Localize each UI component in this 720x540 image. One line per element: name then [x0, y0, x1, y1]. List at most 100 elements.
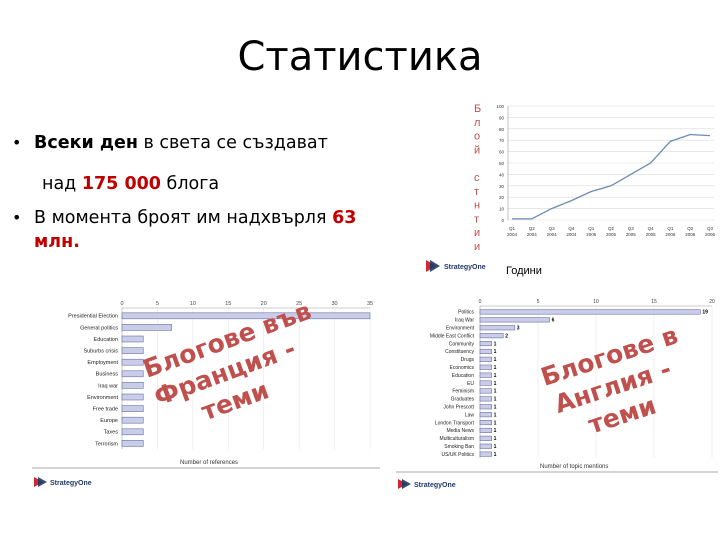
bar [479, 333, 504, 339]
category-label: Europe [100, 418, 118, 424]
category-label: Graduates [451, 397, 475, 403]
bar-value-label: 1 [494, 349, 497, 355]
x-tick-label: 5 [156, 301, 159, 307]
x-tick-label: 2005 [586, 232, 597, 237]
logo-text: StrategyOne [444, 264, 486, 271]
y-tick-label: 70 [499, 138, 505, 143]
bar [121, 358, 144, 366]
bar-value-label: 1 [494, 389, 497, 395]
bar [121, 382, 144, 389]
x-tick-label: 2004 [507, 232, 518, 237]
category-label: Middle East Conflict [430, 333, 475, 339]
bar-value-label: 1 [494, 412, 497, 418]
bar-value-label: 1 [494, 436, 497, 442]
bar-value-label: 1 [494, 381, 497, 387]
line-chart-y-label-letter: о [474, 131, 480, 143]
bar [121, 347, 144, 354]
category-label: General politics [80, 325, 118, 331]
y-tick-label: 0 [501, 218, 504, 223]
x-tick-label: Q4 [648, 226, 655, 231]
x-tick-label: 10 [593, 299, 599, 305]
bar [479, 420, 492, 426]
x-tick-label: Q3 [628, 226, 635, 231]
x-tick-label: Q4 [568, 226, 575, 231]
bar-value-label: 6 [552, 318, 555, 324]
bar [479, 435, 492, 441]
y-tick-label: 80 [499, 127, 505, 132]
uk-blog-topics-chart: 0 5 10 15 20 Politics Iraq War EnvironmentMidd… [396, 299, 718, 489]
blog-growth-series-line [512, 133, 711, 220]
category-label: Business [96, 372, 119, 378]
category-label: London Transport [435, 420, 475, 426]
bar-value-label: 1 [494, 373, 497, 379]
bullet-continuation: млн. [34, 231, 80, 253]
bullet-text: в света се създават [137, 133, 328, 153]
line-chart-y-label-letter: т [474, 186, 479, 198]
x-tick-label: Q1 [588, 226, 595, 231]
category-label: Environment [446, 326, 475, 332]
bar [479, 356, 492, 362]
bar-value-label: 1 [494, 405, 497, 411]
bar [121, 312, 371, 320]
line-chart-y-label-letter: с [474, 172, 480, 184]
category-label: Education [452, 373, 474, 379]
x-tick-label: 2004 [547, 232, 558, 237]
category-label: Terrorism [95, 441, 118, 447]
bar-value-label: 19 [702, 310, 708, 316]
y-tick-label: 10 [499, 207, 505, 212]
category-label: Education [94, 337, 118, 343]
category-label: Economics [450, 365, 475, 371]
x-tick-label: 2005 [646, 232, 657, 237]
bar [121, 416, 144, 424]
logo-text: StrategyOne [50, 480, 92, 487]
category-label: Media News [446, 428, 474, 434]
x-tick-label: Q3 [707, 226, 714, 231]
bar [479, 443, 492, 449]
bar [479, 317, 550, 323]
x-tick-label: Q2 [687, 226, 694, 231]
bar-value-label: 1 [494, 420, 497, 426]
y-tick-label: 90 [499, 115, 505, 120]
bar [121, 335, 144, 343]
logo-text: StrategyOne [414, 482, 456, 489]
bar [479, 396, 492, 402]
bar [121, 440, 144, 447]
category-label: Presidential Election [68, 314, 118, 320]
category-label: Environment [87, 395, 118, 401]
bar-value-label: 2 [505, 333, 508, 339]
strategyone-logo: StrategyOne [34, 477, 92, 487]
category-label: Feminism [452, 389, 474, 395]
bar [479, 309, 701, 315]
x-tick-label: 2006 [685, 232, 696, 237]
line-chart-y-label-letter: н [474, 200, 480, 212]
x-tick-label: 10 [190, 301, 196, 307]
x-tick-label: Q2 [608, 226, 615, 231]
line-chart-y-label-letter: Б [474, 103, 481, 115]
bar [121, 393, 144, 401]
bar-value-label: 1 [494, 341, 497, 347]
line-chart-y-label-letter: и [474, 241, 480, 253]
bar [479, 427, 492, 433]
bullet-dot: • [12, 133, 22, 152]
y-tick-label: 100 [496, 104, 504, 109]
bar [121, 405, 144, 412]
x-tick-label: 2004 [566, 232, 577, 237]
category-label: Employment [87, 360, 118, 366]
bar [121, 428, 144, 436]
x-tick-label: 5 [537, 299, 540, 305]
bullet-item: • Всеки ден в света се създават [12, 132, 328, 154]
bar [479, 372, 492, 378]
category-label: US/UK Politics [441, 452, 474, 458]
bullet-text: блога [160, 174, 220, 194]
x-tick-label: 2004 [527, 232, 538, 237]
x-tick-label: 15 [225, 301, 231, 307]
blog-total: 63 [332, 208, 357, 228]
blog-total-unit: млн. [34, 232, 80, 252]
x-tick-label: 25 [296, 301, 302, 307]
x-tick-label: 2006 [665, 232, 676, 237]
x-tick-label: Q1 [509, 226, 516, 231]
category-label: EU [467, 381, 474, 387]
x-tick-label: 2005 [626, 232, 637, 237]
bar-value-label: 1 [494, 444, 497, 450]
